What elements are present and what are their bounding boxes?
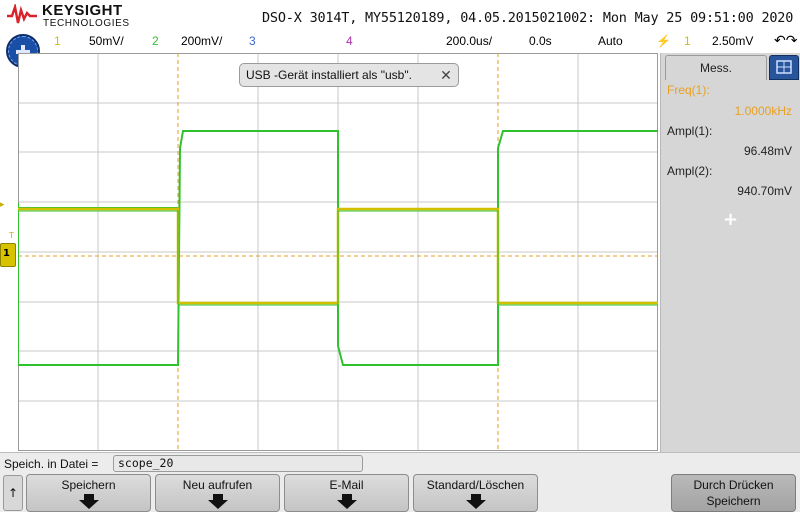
press-to-save-button[interactable]: Durch Drücken Speichern (671, 474, 796, 512)
save-button[interactable]: Speichern (26, 474, 151, 512)
email-button[interactable]: E-Mail (284, 474, 409, 512)
waveform-area (18, 53, 658, 451)
ch1-offset-marker[interactable]: 1 (0, 243, 16, 267)
freq-value: 1.0000kHz (734, 104, 792, 118)
keysight-logo: KEYSIGHT TECHNOLOGIES (6, 2, 136, 30)
scope-display[interactable] (18, 53, 658, 451)
ch1-number[interactable]: 1 (54, 34, 61, 48)
trigger-mode[interactable]: Auto (598, 34, 623, 48)
recall-button[interactable]: Neu aufrufen (155, 474, 280, 512)
brand-subtitle: TECHNOLOGIES (43, 18, 130, 29)
usb-notification-text: USB -Gerät installiert als "usb". (246, 68, 412, 82)
save-button-label: Speichern (61, 478, 116, 492)
timebase-scale[interactable]: 200.0us/ (446, 34, 493, 48)
ch1-scale[interactable]: 50mV/ (89, 34, 124, 48)
measurement-panel: Mess. Freq(1): 1.0000kHz Ampl(1): 96.48m… (660, 53, 800, 452)
tab-display-icon[interactable] (769, 55, 799, 80)
softkey-bar: Speich. in Datei = scope_20 ↑ Speichern … (0, 452, 800, 512)
freq-label: Freq(1): (667, 83, 710, 97)
filename-field[interactable]: scope_20 (113, 455, 363, 472)
instrument-title: DSO-X 3014T, MY55120189, 04.05.201502100… (262, 10, 794, 26)
panel-tabs: Mess. (661, 53, 800, 81)
tab-measurements[interactable]: Mess. (665, 55, 767, 80)
keysight-wave-icon (7, 4, 37, 24)
ch2-scale[interactable]: 200mV/ (181, 34, 223, 48)
trigger-level[interactable]: 2.50mV (712, 34, 754, 48)
ch3-number[interactable]: 3 (249, 34, 256, 48)
email-button-label: E-Mail (329, 478, 364, 492)
close-icon[interactable]: ✕ (440, 67, 452, 83)
brand-name: KEYSIGHT (42, 2, 123, 19)
ch1-marker-label: 1 (3, 248, 10, 259)
recall-button-label: Neu aufrufen (182, 478, 253, 492)
default-erase-button[interactable]: Standard/Löschen (413, 474, 538, 512)
run-mode-icon[interactable]: ↶↷ (774, 32, 798, 48)
menu-up-button[interactable]: ↑ (3, 475, 23, 511)
ampl1-value: 96.48mV (743, 144, 792, 158)
ch2-number[interactable]: 2 (152, 34, 159, 48)
add-measurement-icon[interactable]: + (723, 209, 739, 230)
save-to-file-label: Speich. in Datei = (4, 457, 99, 471)
ampl2-label: Ampl(2): (667, 164, 713, 178)
status-row: 1 50mV/ 2 200mV/ 3 4 200.0us/ 0.0s Auto … (0, 32, 800, 50)
ch1-ground-marker: ▸ (0, 200, 5, 210)
trigger-level-marker: T (9, 231, 14, 240)
ch4-number[interactable]: 4 (346, 34, 353, 48)
timebase-delay[interactable]: 0.0s (529, 34, 552, 48)
press-to-save-label-1: Durch Drücken (693, 478, 774, 492)
ampl2-value: 940.70mV (737, 184, 792, 198)
trigger-source[interactable]: 1 (684, 34, 691, 48)
default-erase-button-label: Standard/Löschen (426, 478, 525, 492)
trigger-edge-icon: ⚡ (656, 34, 671, 48)
ampl1-label: Ampl(1): (667, 124, 713, 138)
usb-notification: USB -Gerät installiert als "usb". ✕ (239, 63, 459, 87)
press-to-save-label-2: Speichern (706, 494, 761, 508)
